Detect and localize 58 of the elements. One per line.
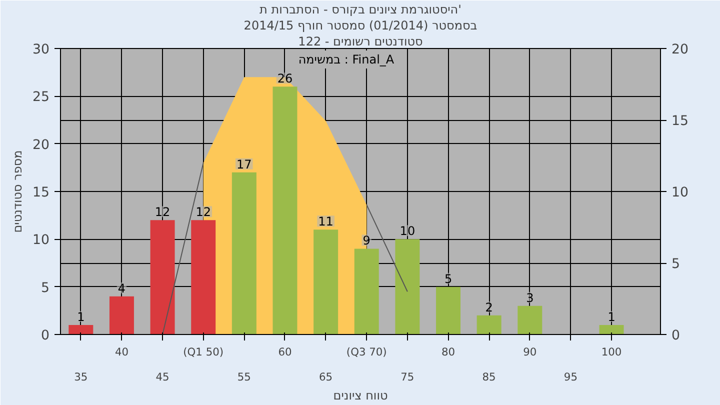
y2-tick-label: 5 — [672, 257, 680, 272]
x-tick-label: 95 — [564, 370, 578, 384]
data-label: 1 — [608, 310, 616, 324]
bar — [476, 315, 502, 334]
data-label: 9 — [362, 234, 370, 248]
x-tick-label: (Q3 70) — [346, 346, 387, 358]
x-tick-label: 45 — [156, 370, 170, 384]
data-label: 11 — [318, 214, 334, 229]
bar — [68, 324, 94, 334]
y-tick-label: 25 — [32, 90, 50, 106]
y2-tick-label: 15 — [672, 114, 688, 129]
x-tick-label: 85 — [482, 370, 496, 384]
data-label: 10 — [400, 224, 416, 238]
bar — [150, 220, 175, 334]
bar — [191, 220, 216, 334]
x-tick-label: 40 — [114, 346, 129, 358]
y2-tick-label: 0 — [672, 328, 680, 344]
x-tick-label: 75 — [400, 370, 414, 384]
bar — [599, 324, 624, 334]
text: סטודנטים רשומים - 122 — [298, 34, 423, 48]
y-tick-label: 20 — [32, 138, 50, 153]
bar — [354, 248, 379, 334]
data-label: 5 — [444, 272, 452, 286]
data-label: 3 — [526, 290, 534, 305]
chart-title: היסטוגרמת ציונים בקורס - הסתברות ת' — [260, 2, 462, 16]
text: בסמסטר (01/2014) סמסטר חורף 2014/15 — [244, 18, 478, 32]
y2-tick-label: 10 — [672, 186, 688, 200]
data-label: 26 — [277, 72, 293, 86]
bar — [109, 296, 134, 334]
x-tick-label: 90 — [523, 346, 537, 358]
x-tick-label: 60 — [278, 346, 292, 358]
bar — [395, 239, 420, 334]
data-label: 17 — [236, 157, 252, 172]
bar — [232, 172, 256, 334]
bar — [272, 86, 298, 334]
annotation: במשימה : Final_A — [298, 52, 395, 66]
y-tick-label: 15 — [32, 186, 50, 200]
bar — [314, 230, 338, 334]
x-tick-label: 65 — [319, 370, 333, 384]
x-tick-label: 100 — [601, 346, 622, 358]
y-tick-label: 30 — [32, 42, 50, 58]
y-tick-label: 0 — [41, 328, 50, 344]
x-tick-label: 55 — [237, 370, 251, 384]
x-axis-title: טווח ציונים — [333, 388, 388, 402]
data-label: 1 — [77, 310, 85, 324]
bar — [518, 306, 542, 334]
y-axis-title: מספר סטודנטים — [10, 150, 25, 233]
y-tick-label: 5 — [41, 280, 50, 296]
data-label: 4 — [118, 281, 126, 296]
y-tick-label: 10 — [32, 233, 50, 248]
data-label: 2 — [485, 300, 493, 314]
data-label: 12 — [196, 205, 212, 220]
x-tick-label: 35 — [74, 370, 88, 384]
x-tick-label: (Q1 50) — [183, 346, 224, 358]
bar — [436, 286, 460, 334]
x-tick-label: 80 — [441, 346, 456, 358]
data-label: 12 — [154, 205, 170, 220]
y2-tick-label: 20 — [672, 42, 688, 58]
